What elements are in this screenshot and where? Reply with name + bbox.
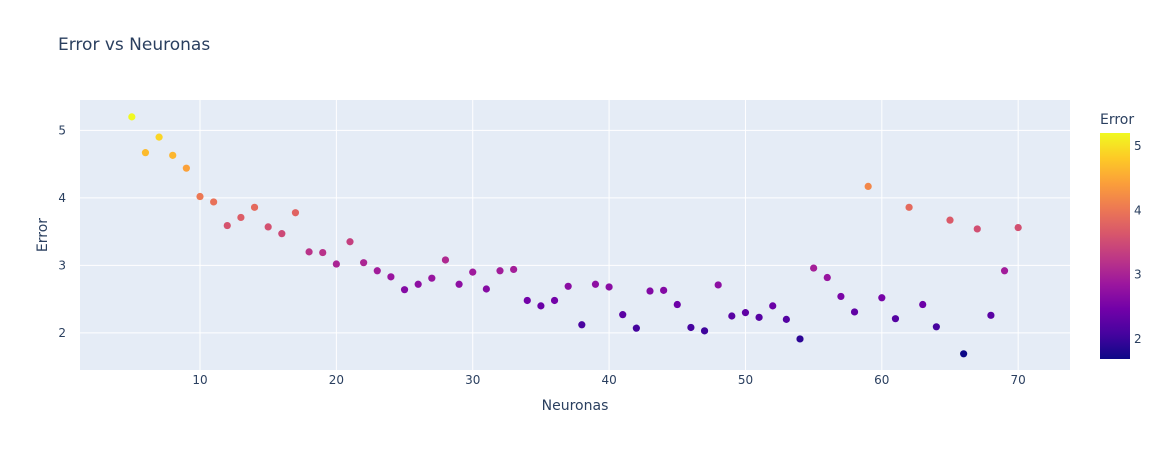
x-tick-label: 50	[738, 373, 753, 387]
data-point[interactable]	[305, 248, 313, 256]
data-point[interactable]	[973, 225, 981, 233]
data-point[interactable]	[714, 281, 722, 289]
data-point[interactable]	[332, 260, 340, 268]
x-tick-label: 20	[329, 373, 344, 387]
data-point[interactable]	[878, 294, 886, 302]
data-point[interactable]	[864, 182, 872, 190]
data-point[interactable]	[905, 203, 913, 211]
data-point[interactable]	[400, 286, 409, 294]
data-point[interactable]	[741, 309, 750, 317]
data-point[interactable]	[987, 311, 995, 319]
data-point[interactable]	[728, 312, 736, 320]
x-axis-title: Neuronas	[542, 398, 609, 414]
data-points	[128, 113, 1022, 358]
data-point[interactable]	[578, 321, 586, 329]
data-point[interactable]	[441, 256, 450, 264]
data-point[interactable]	[932, 323, 940, 331]
x-tick-label: 30	[465, 373, 480, 387]
colorbar-title: Error	[1100, 112, 1134, 128]
data-point[interactable]	[196, 192, 204, 201]
data-point[interactable]	[960, 350, 968, 358]
y-tick-label: 2	[58, 326, 66, 340]
x-tick-label: 10	[192, 373, 207, 387]
data-point[interactable]	[223, 221, 231, 230]
y-tick-label: 3	[58, 258, 66, 272]
data-point[interactable]	[496, 267, 504, 275]
data-point[interactable]	[687, 323, 695, 332]
data-point[interactable]	[837, 292, 845, 301]
chart-title: Error vs Neuronas	[58, 35, 210, 55]
data-point[interactable]	[210, 198, 218, 206]
x-tick-label: 40	[601, 373, 616, 387]
data-point[interactable]	[428, 274, 436, 282]
data-point[interactable]	[919, 300, 927, 309]
data-point[interactable]	[482, 285, 490, 293]
data-point[interactable]	[605, 283, 613, 291]
grid-lines	[80, 100, 1070, 370]
data-point[interactable]	[291, 209, 300, 217]
data-point[interactable]	[237, 213, 245, 222]
data-point[interactable]	[455, 280, 463, 288]
data-point[interactable]	[850, 308, 859, 316]
data-point[interactable]	[782, 315, 790, 323]
data-point[interactable]	[769, 302, 777, 310]
data-point[interactable]	[346, 238, 354, 246]
data-point[interactable]	[523, 296, 531, 305]
y-tick-label: 5	[58, 123, 66, 137]
x-tick-labels: 10 20 30 40 50 60 70	[192, 373, 1025, 387]
data-point[interactable]	[469, 268, 477, 276]
data-point[interactable]	[278, 230, 286, 238]
data-point[interactable]	[823, 273, 831, 282]
data-point[interactable]	[660, 286, 668, 294]
data-point[interactable]	[360, 259, 368, 267]
plot-area	[80, 100, 1070, 370]
data-point[interactable]	[673, 300, 681, 309]
data-point[interactable]	[796, 335, 804, 343]
data-point[interactable]	[414, 280, 422, 288]
data-point[interactable]	[810, 264, 818, 272]
data-point[interactable]	[700, 327, 709, 335]
data-point[interactable]	[155, 133, 163, 141]
data-point[interactable]	[537, 302, 545, 310]
data-point[interactable]	[891, 315, 900, 323]
data-point[interactable]	[755, 313, 763, 321]
x-tick-label: 60	[874, 373, 889, 387]
colorbar-tick-label: 2	[1134, 332, 1142, 346]
data-point[interactable]	[373, 267, 381, 275]
y-tick-label: 4	[58, 191, 66, 205]
colorbar-tick-label: 4	[1134, 203, 1142, 217]
colorbar-tick-labels: 2 3 4 5	[1134, 139, 1142, 346]
colorbar-tick-label: 5	[1134, 139, 1142, 153]
data-point[interactable]	[182, 164, 190, 172]
colorbar-tick-label: 3	[1134, 268, 1142, 282]
data-point[interactable]	[141, 149, 150, 157]
data-point[interactable]	[646, 287, 654, 295]
data-point[interactable]	[250, 203, 259, 211]
data-point[interactable]	[387, 273, 395, 281]
data-point[interactable]	[946, 216, 954, 224]
data-point[interactable]	[510, 265, 518, 274]
data-point[interactable]	[1014, 223, 1022, 232]
data-point[interactable]	[632, 324, 640, 332]
y-axis-title: Error	[35, 218, 51, 252]
x-tick-label: 70	[1011, 373, 1026, 387]
data-point[interactable]	[128, 113, 136, 121]
data-point[interactable]	[550, 296, 559, 305]
data-point[interactable]	[591, 280, 600, 288]
data-point[interactable]	[564, 282, 572, 290]
y-tick-labels: 2 3 4 5	[58, 123, 66, 340]
data-point[interactable]	[1000, 267, 1009, 275]
colorbar	[1100, 133, 1130, 359]
data-point[interactable]	[169, 151, 177, 159]
data-point[interactable]	[264, 223, 272, 231]
data-point[interactable]	[319, 248, 327, 257]
data-point[interactable]	[619, 311, 627, 319]
